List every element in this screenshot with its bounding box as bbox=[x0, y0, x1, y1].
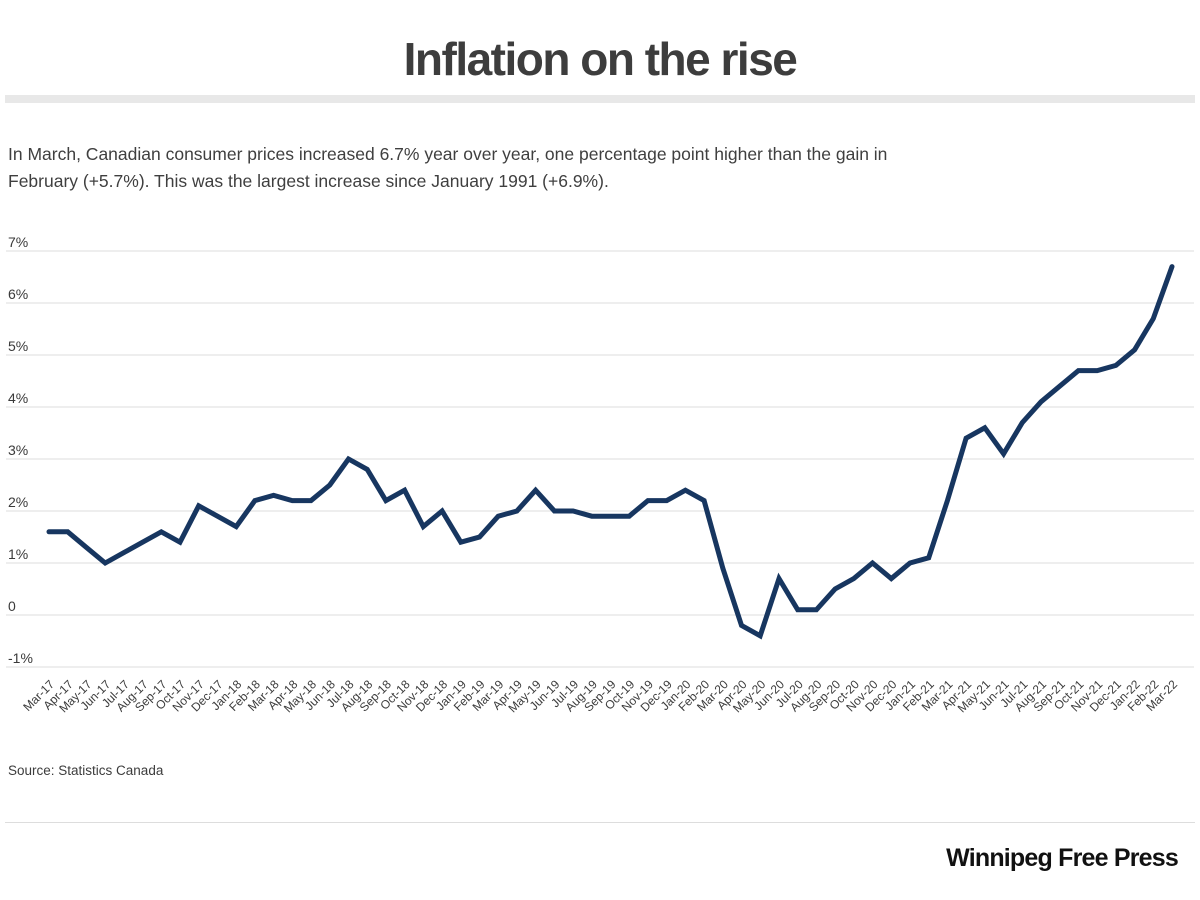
publisher-logo: Winnipeg Free Press bbox=[946, 844, 1179, 872]
inflation-line-chart: 7% 6% 5% 4% 3% 2% 1% 0 -1% Mar-17 Apr-17 May-17 Jun-… bbox=[0, 228, 1200, 758]
chart-canvas: 7%6%5%4%3%2%1%0-1%Mar-17Apr-17May-17Jun-… bbox=[6, 234, 1194, 715]
chart-description: In March, Canadian consumer prices incre… bbox=[8, 141, 1158, 195]
y-axis-tick-label: 3% bbox=[8, 442, 28, 458]
inflation-line-series bbox=[46, 264, 1175, 640]
title-divider bbox=[5, 95, 1195, 103]
y-axis-tick-label: 0 bbox=[8, 598, 16, 614]
page-title: Inflation on the rise bbox=[403, 33, 798, 85]
y-axis-tick-label: 7% bbox=[8, 234, 28, 250]
y-axis-tick-label: 5% bbox=[8, 338, 28, 354]
description-line-2: February (+5.7%). This was the largest i… bbox=[8, 171, 609, 191]
y-axis-tick-label: -1% bbox=[8, 650, 33, 666]
y-axis-tick-label: 4% bbox=[8, 390, 28, 406]
y-axis-tick-label: 2% bbox=[8, 494, 28, 510]
footer-divider bbox=[5, 822, 1195, 823]
y-axis-tick-label: 6% bbox=[8, 286, 28, 302]
source-note: Source: Statistics Canada bbox=[8, 763, 164, 778]
description-line-1: In March, Canadian consumer prices incre… bbox=[8, 144, 888, 164]
y-axis-tick-label: 1% bbox=[8, 546, 28, 562]
